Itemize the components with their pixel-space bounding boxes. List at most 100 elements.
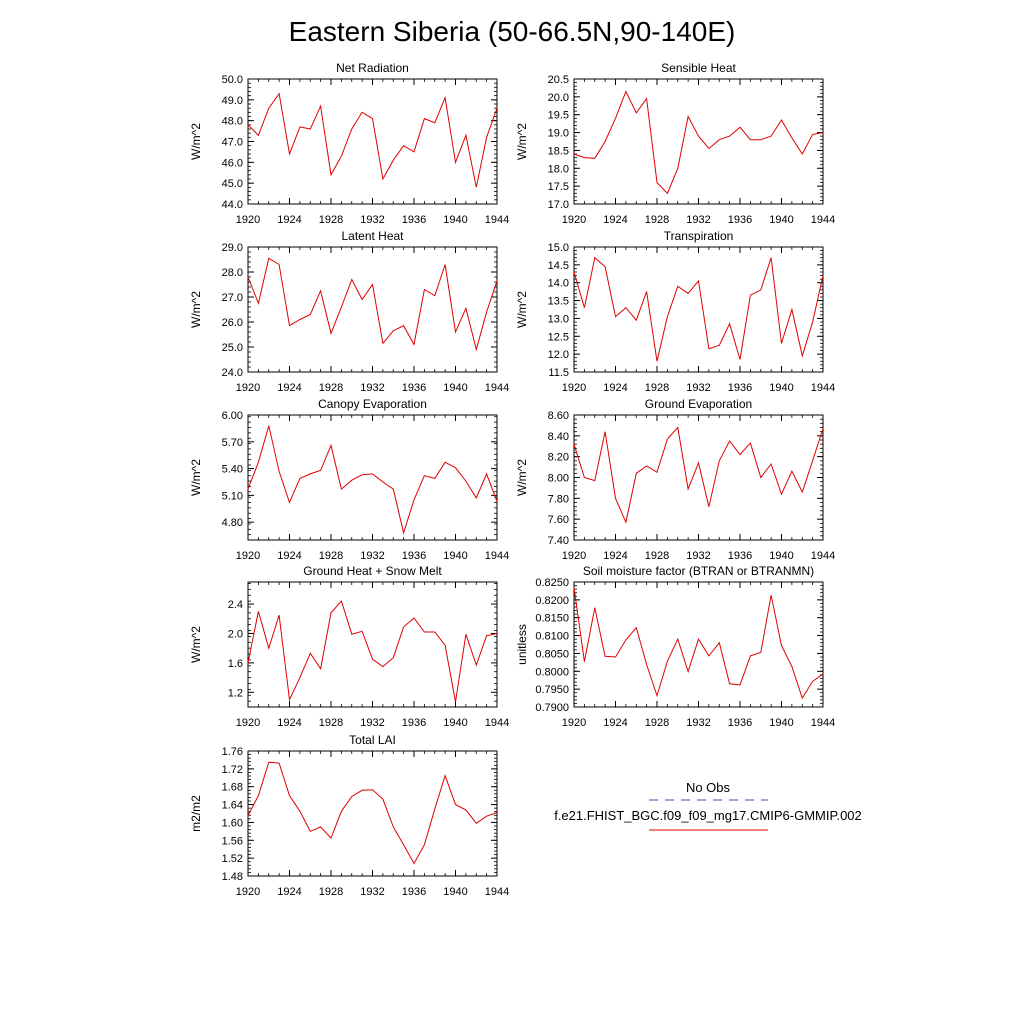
series-line [247,257,498,352]
x-tick-label: 1944 [485,550,509,562]
y-tick-label: 1.56 [222,835,243,847]
x-tick-label: 1940 [443,717,467,729]
x-tick-label: 1928 [319,550,343,562]
plot-frame [573,581,824,708]
x-tick-label: 1936 [402,886,426,898]
x-tick-label: 1932 [686,717,710,729]
y-tick-label: 4.80 [222,517,243,529]
panel-title: Sensible Heat [661,61,736,75]
y-tick-label: 47.0 [222,137,243,149]
x-tick-label: 1924 [277,886,301,898]
x-tick-label: 1936 [728,717,752,729]
series-line [247,761,498,865]
x-tick-label: 1932 [360,717,384,729]
y-tick-label: 20.0 [548,92,569,104]
y-tick-label: 24.0 [222,367,243,379]
y-axis-label: W/m^2 [515,291,529,328]
y-tick-label: 29.0 [222,242,243,254]
y-tick-label: 8.00 [548,473,569,485]
x-tick-label: 1920 [236,214,260,226]
x-tick-label: 1944 [811,382,835,394]
panel-title: Transpiration [664,229,734,243]
x-tick-label: 1924 [277,382,301,394]
x-tick-label: 1920 [562,382,586,394]
y-tick-label: 44.0 [222,199,243,211]
y-axis-label: W/m^2 [515,459,529,496]
panel-total-lai: Total LAI m2/m2 1920 1924 1928 1932 1936 1940 19… [189,733,509,898]
x-tick-label: 1936 [728,550,752,562]
panel-net-radiation: Net Radiation W/m^2 1920 1924 1928 1932 1936 19… [189,61,509,226]
y-tick-label: 14.5 [548,260,569,272]
y-axis-label: W/m^2 [515,123,529,160]
y-tick-label: 0.7950 [535,684,569,696]
y-tick-label: 17.0 [548,199,569,211]
y-tick-label: 27.0 [222,292,243,304]
y-tick-label: 0.8000 [535,666,569,678]
y-tick-label: 17.5 [548,181,569,193]
panel-latent-heat: Latent Heat W/m^2 1920 1924 1928 1932 1936 1940… [189,229,509,394]
y-tick-label: 0.7900 [535,702,569,714]
series-line [573,426,824,524]
x-tick-label: 1928 [319,886,343,898]
x-tick-label: 1940 [769,382,793,394]
y-tick-label: 2.0 [228,628,243,640]
y-tick-label: 8.60 [548,410,569,422]
panel-soil-moisture-factor: Soil moisture factor (BTRAN or BTRANMN) u… [515,564,835,729]
panel-title: Ground Evaporation [645,397,752,411]
y-tick-label: 45.0 [222,178,243,190]
y-tick-label: 13.5 [548,296,569,308]
panel-title: Soil moisture factor (BTRAN or BTRANMN) [583,564,814,578]
x-tick-label: 1928 [645,717,669,729]
y-tick-label: 1.76 [222,746,243,758]
x-tick-label: 1940 [443,550,467,562]
x-tick-label: 1924 [603,550,627,562]
panel-sensible-heat: Sensible Heat W/m^2 1920 1924 1928 1932 1936 19… [515,61,835,226]
x-tick-label: 1944 [811,717,835,729]
panel-title: Total LAI [349,733,396,747]
series-line [573,587,824,700]
x-tick-label: 1924 [277,550,301,562]
x-tick-label: 1928 [645,214,669,226]
x-tick-label: 1924 [603,717,627,729]
y-tick-label: 6.00 [222,410,243,422]
plot-frame [573,246,824,373]
x-tick-label: 1940 [769,214,793,226]
x-tick-label: 1920 [236,886,260,898]
y-tick-label: 1.60 [222,817,243,829]
plot-frame [247,581,498,708]
panel-ground-heat-snow-melt: Ground Heat + Snow Melt W/m^2 1920 1924 1928… [189,564,509,729]
x-tick-label: 1936 [402,382,426,394]
x-tick-label: 1936 [402,214,426,226]
y-tick-label: 7.40 [548,535,569,547]
x-tick-label: 1920 [236,382,260,394]
y-tick-label: 14.0 [548,278,569,290]
y-tick-label: 25.0 [222,342,243,354]
series-line [247,92,498,188]
panel-title: Canopy Evaporation [318,397,427,411]
x-tick-label: 1920 [236,717,260,729]
x-tick-label: 1928 [645,382,669,394]
y-tick-label: 12.0 [548,349,569,361]
panel-title: Latent Heat [341,229,404,243]
y-tick-label: 0.8250 [535,577,569,589]
x-tick-label: 1944 [811,550,835,562]
plot-frame [247,750,498,877]
y-tick-label: 1.64 [222,800,243,812]
y-tick-label: 50.0 [222,74,243,86]
x-tick-label: 1940 [769,550,793,562]
y-tick-label: 18.5 [548,145,569,157]
y-tick-label: 49.0 [222,95,243,107]
x-tick-label: 1920 [562,214,586,226]
plot-frame [573,414,824,541]
x-tick-label: 1936 [728,382,752,394]
y-tick-label: 1.6 [228,658,243,670]
series-line [573,256,824,362]
x-tick-label: 1928 [319,214,343,226]
x-tick-label: 1936 [728,214,752,226]
series-line [573,90,824,195]
y-tick-label: 12.5 [548,331,569,343]
x-tick-label: 1940 [443,382,467,394]
x-tick-label: 1932 [360,382,384,394]
y-tick-label: 5.70 [222,437,243,449]
